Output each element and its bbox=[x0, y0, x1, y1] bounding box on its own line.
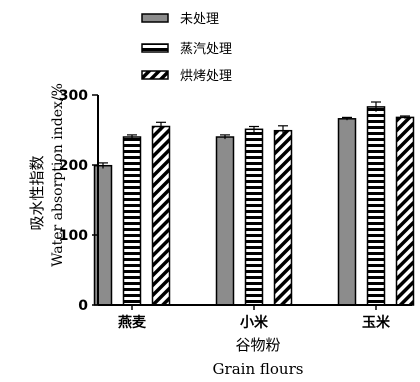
bar-小米-series-2 bbox=[273, 129, 293, 306]
y-axis-title-cn: 吸水性指数 bbox=[28, 155, 46, 230]
y-tick-label-1: 100 bbox=[59, 228, 88, 244]
legend-label-series-0: 未处理 bbox=[180, 12, 219, 27]
y-tick-label-3: 300 bbox=[59, 88, 88, 104]
x-tick-label-1: 小米 bbox=[240, 314, 269, 331]
bar-玉米-series-1 bbox=[366, 106, 386, 306]
x-tick-label-0: 燕麦 bbox=[118, 314, 147, 331]
legend-label-series-1: 蒸汽处理 bbox=[180, 42, 232, 57]
y-tick-label-2: 200 bbox=[59, 158, 88, 174]
axes-layer: 燕麦 小米 玉米 0 100 200 300 bbox=[59, 88, 412, 331]
legend-swatch-series-2 bbox=[141, 70, 169, 80]
x-tick-label-2: 玉米 bbox=[362, 314, 391, 331]
legend-item-series-2: 烘烤处理 bbox=[141, 69, 232, 84]
legend-swatch-series-0 bbox=[141, 13, 169, 23]
x-axis-title-cn: 谷物粉 bbox=[235, 336, 280, 354]
bar-燕麦-series-1 bbox=[122, 136, 142, 306]
y-axis-title-en: Water absorption index/% bbox=[50, 83, 66, 267]
error-bars-layer bbox=[98, 101, 410, 169]
x-axis-title-en: Grain flours bbox=[213, 360, 304, 378]
legend: 未处理 蒸汽处理 烘烤处理 bbox=[141, 12, 232, 84]
legend-item-series-1: 蒸汽处理 bbox=[141, 42, 232, 57]
bar-玉米-series-0 bbox=[337, 118, 357, 306]
legend-item-series-0: 未处理 bbox=[141, 12, 219, 27]
bars-layer bbox=[93, 106, 415, 306]
bar-玉米-series-2 bbox=[395, 116, 415, 306]
bar-小米-series-0 bbox=[215, 136, 235, 306]
bar-小米-series-1 bbox=[244, 128, 264, 306]
legend-label-series-2: 烘烤处理 bbox=[180, 69, 232, 84]
legend-swatch-series-1 bbox=[141, 43, 169, 53]
y-tick-label-0: 0 bbox=[78, 298, 88, 314]
bar-燕麦-series-2 bbox=[151, 125, 171, 306]
